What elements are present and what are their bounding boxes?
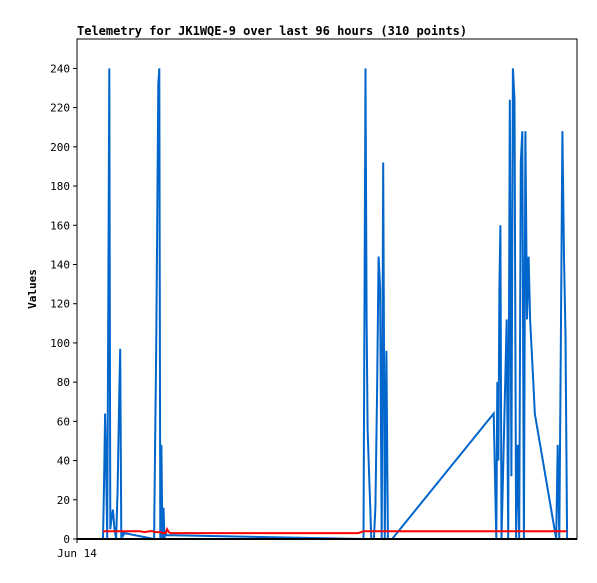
y-axis: 0 20 40 60 80 100 120 140 160 180 200 220 240 — [50, 62, 77, 546]
series-layer — [77, 68, 577, 541]
y-tick-label: 0 — [63, 533, 70, 546]
chart-title: Telemetry for JK1WQE-9 over last 96 hour… — [77, 24, 467, 38]
y-tick-label: 220 — [50, 102, 70, 115]
series-red-line — [103, 526, 567, 535]
y-tick-label: 60 — [57, 415, 70, 428]
y-tick-label: 20 — [57, 494, 70, 507]
y-tick-label: 120 — [50, 298, 70, 311]
y-tick-label: 100 — [50, 337, 70, 350]
y-tick-label: 180 — [50, 180, 70, 193]
y-tick-label: 200 — [50, 141, 70, 154]
y-tick-label: 140 — [50, 258, 70, 271]
x-tick-label: Jun 14 — [57, 547, 97, 560]
y-tick-label: 80 — [57, 376, 70, 389]
y-tick-label: 160 — [50, 219, 70, 232]
series-blue-line — [102, 68, 569, 541]
y-tick-label: 240 — [50, 62, 70, 75]
y-tick-label: 40 — [57, 455, 70, 468]
y-axis-title: Values — [26, 269, 39, 309]
